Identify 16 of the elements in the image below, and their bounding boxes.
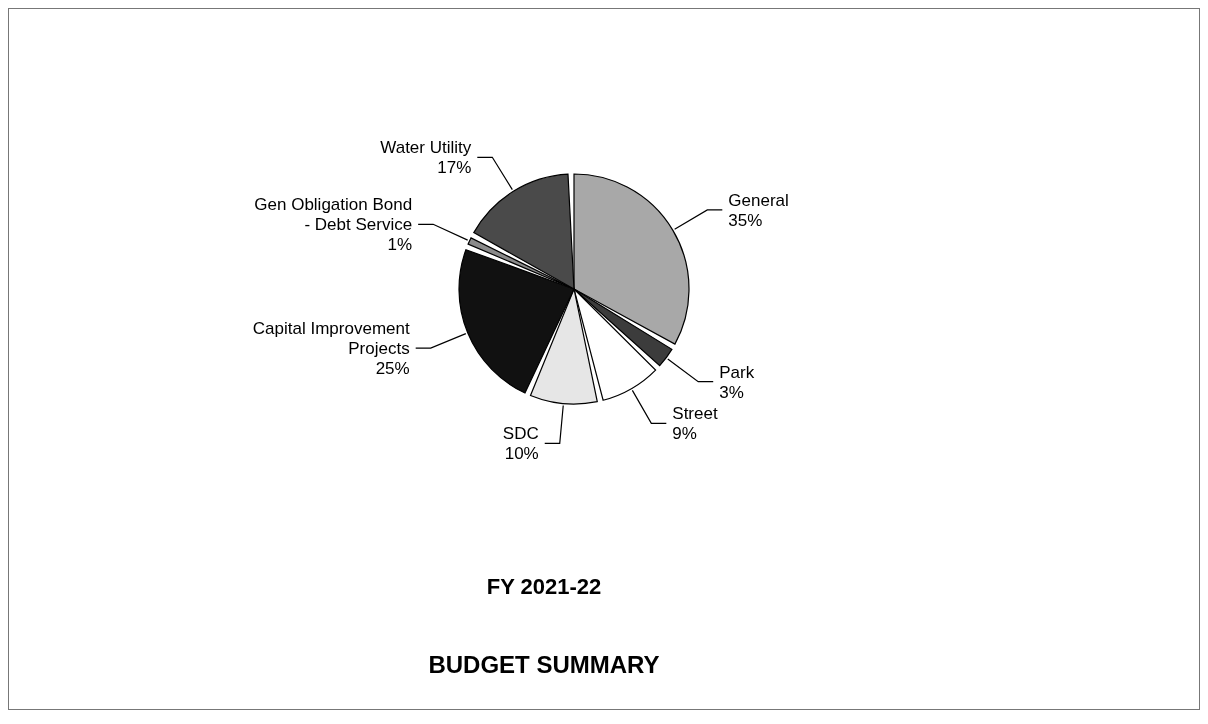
data-label: 1%	[387, 235, 413, 255]
data-label: 25%	[375, 359, 410, 379]
data-label: 35%	[728, 210, 763, 230]
text: FY 2021-22	[485, 574, 603, 600]
text: BUDGET SUMMARY	[427, 651, 661, 679]
data-label: 17%	[437, 158, 472, 178]
slice-label: Park	[719, 362, 755, 382]
slice-label: Water Utility	[380, 138, 472, 158]
data-label: 10%	[504, 444, 539, 464]
slice-label: SDC	[502, 424, 539, 444]
slice-label: Gen Obligation Bond - Debt Service	[254, 195, 413, 235]
slice-label: General	[728, 190, 789, 210]
slice-label: Capital Improvement Projects	[252, 319, 410, 359]
slice-label: Street	[672, 404, 718, 424]
data-label: 9%	[672, 424, 697, 444]
data-label: 3%	[719, 382, 744, 402]
